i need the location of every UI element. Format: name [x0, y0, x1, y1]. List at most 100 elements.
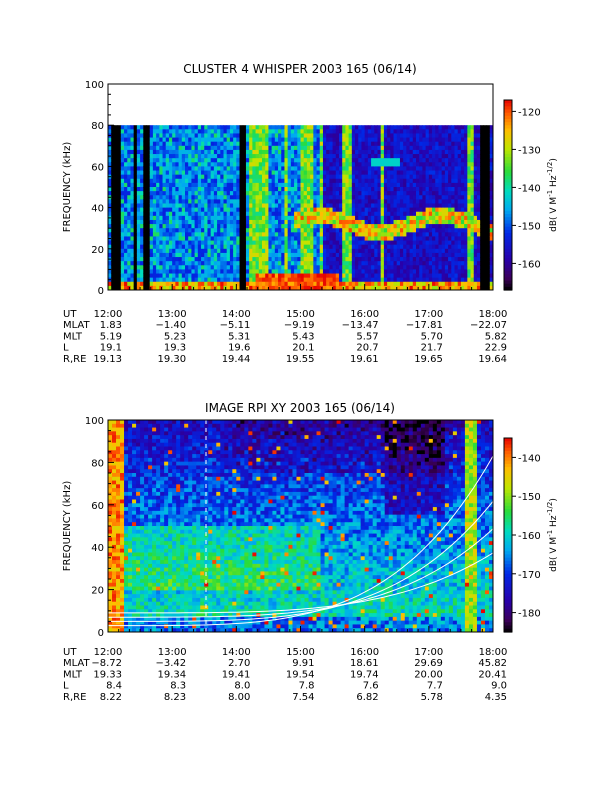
spectrogram-cell [156, 269, 160, 275]
spectrogram-cell [117, 207, 122, 213]
spectrogram-cell [419, 240, 423, 246]
spectrogram-cell [306, 158, 311, 163]
spectrogram-cell [351, 133, 356, 139]
spectrogram-cell [486, 125, 491, 130]
spectrogram-cell [120, 199, 125, 204]
spectrogram-cell [364, 269, 369, 275]
spectrogram-cell [136, 232, 141, 237]
spectrogram-cell [361, 154, 366, 159]
spectrogram-cell [480, 269, 484, 275]
spectrogram-cell [428, 219, 433, 225]
spectrogram-cell [252, 199, 257, 204]
spectrogram-cell [335, 265, 340, 270]
spectrogram-cell [364, 145, 369, 151]
spectrogram-cell [483, 257, 488, 262]
spectrogram-cell [390, 219, 395, 225]
spectrogram-cell [329, 281, 334, 287]
spectrogram-cell [451, 252, 455, 258]
spectrogram-cell [249, 199, 253, 204]
spectrogram-cell [297, 137, 301, 143]
spectrogram-cell [480, 215, 484, 221]
spectrogram-cell [473, 224, 478, 229]
spectrogram-cell [265, 133, 269, 139]
spectrogram-cell [130, 149, 135, 155]
spectrogram-cell [210, 261, 215, 266]
spectrogram-cell [345, 182, 350, 188]
spectrogram-cell [162, 273, 167, 279]
spectrogram-cell [136, 215, 141, 221]
spectrogram-cell [409, 211, 414, 217]
spectrogram-cell [290, 203, 295, 209]
spectrogram-cell [444, 125, 449, 130]
spectrogram-cell [175, 257, 180, 262]
spectrogram-cell [114, 137, 119, 143]
spectrogram-cell [168, 285, 173, 291]
spectrogram-cell [464, 281, 468, 287]
spectrogram-cell [419, 257, 423, 262]
spectrogram-cell [127, 244, 131, 250]
spectrogram-cell [329, 257, 334, 262]
spectrogram-cell [143, 236, 147, 242]
spectrogram-cell [281, 191, 285, 196]
spectrogram-cell [371, 240, 375, 246]
spectrogram-cell [387, 133, 391, 139]
spectrogram-cell [444, 285, 449, 291]
spectrogram-cell [201, 191, 205, 196]
spectrogram-cell [486, 195, 491, 200]
spectrogram-cell [181, 182, 186, 188]
spectrogram-cell [326, 265, 330, 270]
spectrogram-cell [435, 224, 439, 229]
spectrogram-cell [140, 199, 144, 204]
spectrogram-cell [165, 261, 170, 266]
spectrogram-cell [242, 228, 247, 233]
spectrogram-cell [258, 174, 263, 180]
spectrogram-cell [274, 141, 279, 147]
spectrogram-cell [178, 211, 183, 217]
spectrogram-cell [194, 195, 199, 200]
spectrogram-cell [197, 182, 202, 188]
spectrogram-cell [483, 211, 488, 217]
spectrogram-cell [236, 149, 241, 155]
spectrogram-cell [207, 166, 212, 172]
spectrogram-cell [136, 224, 141, 229]
spectrogram-cell [377, 269, 382, 275]
spectrogram-cell [332, 166, 337, 172]
spectrogram-cell [252, 145, 257, 151]
spectrogram-cell [383, 145, 388, 151]
spectrogram-cell [136, 248, 141, 254]
spectrogram-cell [117, 232, 122, 237]
spectrogram-cell [451, 273, 455, 279]
ephemeris-value: 5.31 [228, 331, 250, 342]
colorbar-swatch [504, 245, 512, 250]
spectrogram-cell [284, 207, 289, 213]
spectrogram-cell [162, 162, 167, 167]
spectrogram-cell [374, 219, 378, 225]
spectrogram-cell [476, 207, 481, 213]
spectrogram-cell [419, 125, 423, 130]
spectrogram-cell [136, 273, 141, 279]
spectrogram-cell [393, 191, 398, 196]
spectrogram-cell [425, 257, 430, 262]
spectrogram-cell [294, 269, 298, 275]
spectrogram-cell [149, 182, 154, 188]
spectrogram-cell [255, 269, 260, 275]
spectrogram-cell [374, 145, 378, 151]
spectrogram-cell [114, 244, 119, 250]
ephemeris-value: 21.7 [421, 343, 443, 354]
spectrogram-cell [181, 158, 186, 163]
spectrogram-cell [326, 277, 330, 283]
spectrogram-cell [399, 141, 404, 147]
spectrogram-cell [120, 281, 125, 287]
spectrogram-cell [460, 129, 465, 134]
spectrogram-cell [204, 257, 208, 262]
spectrogram-cell [152, 219, 157, 225]
spectrogram-cell [473, 166, 478, 172]
spectrogram-cell [335, 182, 340, 188]
spectrogram-cell [252, 215, 257, 221]
spectrogram-cell [306, 133, 311, 139]
spectrogram-cell [255, 248, 260, 254]
spectrogram-cell [213, 277, 218, 283]
spectrogram-cell [281, 240, 285, 246]
spectrogram-cell [258, 199, 263, 204]
spectrogram-cell [278, 224, 282, 229]
